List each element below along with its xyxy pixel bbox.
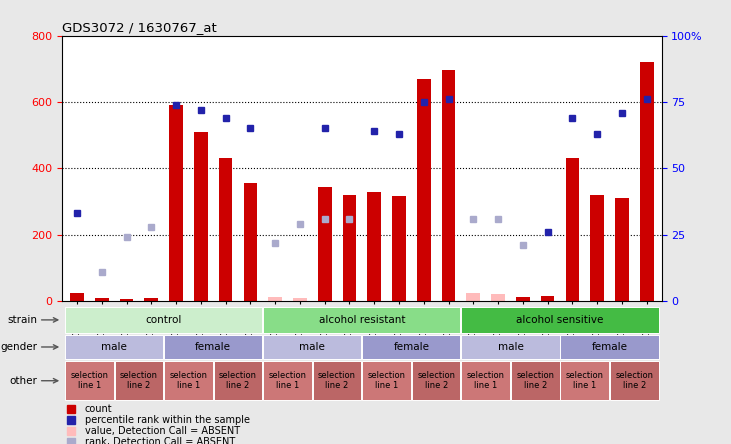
- Bar: [318, 186, 331, 301]
- Bar: [65, 335, 163, 359]
- Bar: [343, 195, 356, 301]
- Bar: [243, 183, 257, 301]
- Bar: [263, 307, 461, 333]
- Text: selection
line 2: selection line 2: [516, 371, 554, 390]
- Bar: [363, 335, 461, 359]
- Bar: [120, 299, 133, 301]
- Text: male: male: [101, 342, 127, 352]
- Bar: [213, 361, 262, 400]
- Bar: [466, 293, 480, 301]
- Text: female: female: [393, 342, 429, 352]
- Bar: [561, 361, 609, 400]
- Text: selection
line 2: selection line 2: [318, 371, 356, 390]
- Text: selection
line 1: selection line 1: [70, 371, 108, 390]
- Text: selection
line 2: selection line 2: [120, 371, 158, 390]
- Bar: [640, 62, 654, 301]
- Bar: [561, 335, 659, 359]
- Bar: [566, 159, 579, 301]
- Text: selection
line 1: selection line 1: [170, 371, 208, 390]
- Text: control: control: [145, 315, 182, 325]
- Text: selection
line 1: selection line 1: [368, 371, 406, 390]
- Bar: [65, 361, 113, 400]
- Bar: [219, 159, 232, 301]
- Bar: [393, 197, 406, 301]
- Bar: [516, 297, 530, 301]
- Bar: [491, 294, 505, 301]
- Text: selection
line 1: selection line 1: [566, 371, 604, 390]
- Text: value, Detection Call = ABSENT: value, Detection Call = ABSENT: [85, 426, 240, 436]
- Text: selection
line 2: selection line 2: [616, 371, 654, 390]
- Bar: [263, 361, 312, 400]
- Text: male: male: [498, 342, 523, 352]
- Text: other: other: [9, 376, 37, 386]
- Bar: [417, 79, 431, 301]
- Bar: [541, 296, 554, 301]
- Bar: [115, 361, 163, 400]
- Text: selection
line 1: selection line 1: [466, 371, 504, 390]
- Bar: [313, 361, 361, 400]
- Bar: [95, 298, 109, 301]
- Bar: [293, 298, 307, 301]
- Bar: [268, 297, 282, 301]
- Text: gender: gender: [0, 342, 37, 352]
- Text: selection
line 2: selection line 2: [417, 371, 455, 390]
- Bar: [145, 298, 158, 301]
- Bar: [461, 307, 659, 333]
- Text: alcohol sensitive: alcohol sensitive: [516, 315, 604, 325]
- Bar: [363, 361, 411, 400]
- Text: alcohol resistant: alcohol resistant: [319, 315, 405, 325]
- Bar: [164, 335, 262, 359]
- Bar: [442, 70, 455, 301]
- Text: selection
line 2: selection line 2: [219, 371, 257, 390]
- Bar: [511, 361, 559, 400]
- Bar: [461, 335, 559, 359]
- Bar: [610, 361, 659, 400]
- Bar: [412, 361, 461, 400]
- Bar: [263, 335, 361, 359]
- Bar: [65, 307, 262, 333]
- Bar: [615, 198, 629, 301]
- Text: GDS3072 / 1630767_at: GDS3072 / 1630767_at: [62, 21, 217, 34]
- Text: rank, Detection Call = ABSENT: rank, Detection Call = ABSENT: [85, 437, 235, 444]
- Bar: [164, 361, 213, 400]
- Bar: [461, 361, 510, 400]
- Text: count: count: [85, 404, 113, 414]
- Bar: [70, 293, 84, 301]
- Text: percentile rank within the sample: percentile rank within the sample: [85, 416, 250, 425]
- Text: female: female: [195, 342, 231, 352]
- Text: female: female: [591, 342, 627, 352]
- Text: male: male: [300, 342, 325, 352]
- Bar: [170, 105, 183, 301]
- Bar: [368, 191, 381, 301]
- Text: selection
line 1: selection line 1: [268, 371, 306, 390]
- Bar: [194, 132, 208, 301]
- Text: strain: strain: [7, 315, 37, 325]
- Bar: [591, 195, 604, 301]
